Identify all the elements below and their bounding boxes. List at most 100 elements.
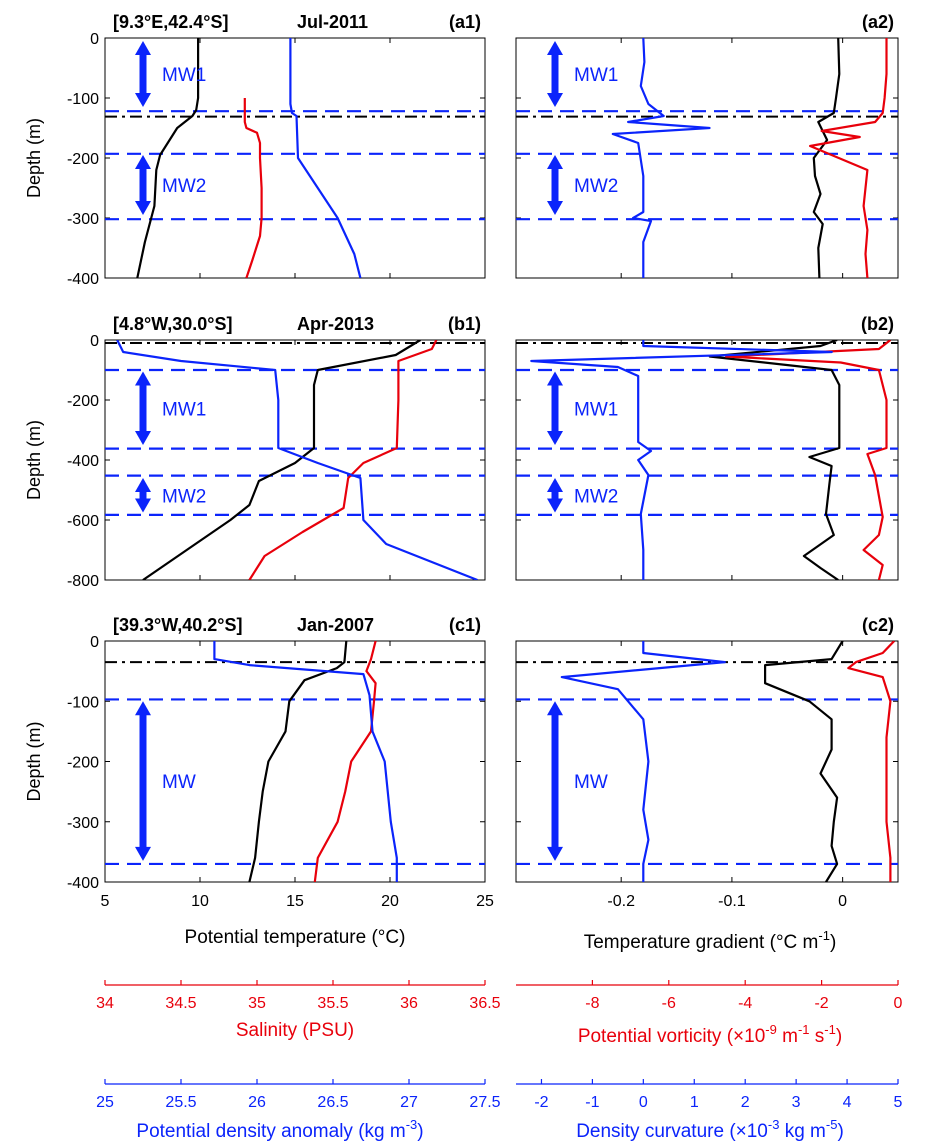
x-tick-label: 10 — [191, 893, 209, 910]
water-mass-arrow-head-up — [547, 701, 563, 716]
y-tick-label: -400 — [67, 453, 99, 470]
y-tick-label: -100 — [67, 694, 99, 711]
curvature-tick-label: 4 — [843, 1094, 852, 1111]
y-tick-label: 0 — [90, 333, 99, 350]
vorticity-tick-label: 0 — [894, 995, 903, 1012]
curvature-tick-label: 0 — [639, 1094, 648, 1111]
water-mass-label: MW2 — [574, 176, 618, 197]
water-mass-label: MW1 — [574, 399, 618, 420]
curvature-tick-label: 1 — [690, 1094, 699, 1111]
curvature-profile-line — [530, 340, 833, 580]
vorticity-profile-line — [847, 641, 895, 882]
gradient-profile-line — [812, 38, 841, 278]
water-mass-label: MW — [162, 772, 196, 793]
panel-tag: (a1) — [449, 12, 481, 32]
x-tick-label: 25 — [476, 893, 494, 910]
salinity-tick-label: 34.5 — [165, 995, 196, 1012]
vorticity-axis-label: Potential vorticity (×10-9 m-1 s-1) — [578, 1022, 842, 1047]
x-tick-label: -0.1 — [718, 893, 746, 910]
panel-plot-area — [516, 38, 898, 278]
panel-plot-area — [105, 340, 485, 580]
y-tick-label: -400 — [67, 875, 99, 892]
vorticity-label-sup1: -9 — [765, 1022, 777, 1037]
y-tick-label: -400 — [67, 271, 99, 288]
panel-tag: (b2) — [861, 314, 894, 334]
water-mass-arrow-head-up — [547, 478, 563, 492]
vorticity-tick-label: -8 — [585, 995, 599, 1012]
gradient-profile-line — [764, 641, 844, 882]
vorticity-label-sup2: -1 — [798, 1022, 810, 1037]
density-label-end: ) — [417, 1121, 423, 1142]
vorticity-tick-label: -4 — [738, 995, 752, 1012]
x-tick-label: 20 — [381, 893, 399, 910]
water-mass-arrow-head-down — [135, 846, 151, 861]
vorticity-axis: -8 -6 -4 -2 0 — [516, 980, 903, 1012]
curvature-label-mid: kg m — [779, 1121, 825, 1142]
water-mass-label: MW1 — [162, 399, 206, 420]
water-mass-arrow-head-up — [547, 155, 563, 169]
curvature-profile-line — [611, 38, 711, 278]
y-axis-label: Depth (m) — [24, 118, 44, 198]
density-label-sup: -3 — [406, 1117, 418, 1132]
plot-frame — [104, 339, 486, 581]
salinity-tick-label: 36 — [400, 995, 418, 1012]
density-tick-label: 25 — [96, 1094, 114, 1111]
density-tick-label: 27 — [400, 1094, 418, 1111]
vorticity-label-sup3: -1 — [824, 1022, 836, 1037]
temperature-profile-line — [136, 38, 200, 278]
panel-date: Apr-2013 — [297, 314, 374, 334]
panel-tag: (b1) — [448, 314, 481, 334]
curvature-profile-line — [560, 641, 726, 882]
panel-date: Jul-2011 — [297, 12, 368, 32]
temperature-axis-label: Potential temperature (°C) — [185, 927, 406, 948]
y-axis-label: Depth (m) — [24, 420, 44, 500]
water-mass-arrow-head-up — [135, 155, 151, 169]
gradient-label-main: Temperature gradient (°C m — [584, 932, 819, 953]
y-axis-label: Depth (m) — [24, 721, 44, 801]
panel-location: [4.8°W,30.0°S] — [113, 314, 232, 334]
vorticity-label-main: Potential vorticity (×10 — [578, 1026, 765, 1047]
water-mass-arrow-head-up — [135, 41, 151, 55]
water-mass-arrow-head-down — [547, 431, 563, 445]
plot-frame — [515, 640, 899, 883]
density-profile-line — [116, 340, 478, 580]
water-mass-arrow-head-down — [547, 846, 563, 861]
temperature-profile-line — [248, 641, 348, 882]
y-tick-label: -800 — [67, 573, 99, 590]
panel-c2: -0.2 -0.1 0 (c2) MW — [515, 615, 899, 910]
curvature-tick-label: 2 — [741, 1094, 750, 1111]
panel-plot-area — [105, 641, 485, 882]
density-tick-label: 26.5 — [317, 1094, 348, 1111]
density-axis-label: Potential density anomaly (kg m-3) — [136, 1117, 423, 1142]
y-tick-label: 0 — [90, 634, 99, 651]
salinity-axis: 34 34.5 35 35.5 36 36.5 — [96, 980, 501, 1012]
curvature-tick-label: -2 — [534, 1094, 548, 1111]
curvature-label-sup2: -5 — [826, 1117, 838, 1132]
water-mass-arrow-head-down — [135, 93, 151, 107]
x-tick-label: 15 — [286, 893, 304, 910]
panel-location: [9.3°E,42.4°S] — [113, 12, 228, 32]
panel-plot-area — [516, 641, 898, 882]
panel-tag: (c1) — [449, 615, 481, 635]
gradient-profile-line — [708, 340, 841, 580]
panel-plot-area — [516, 340, 898, 580]
panel-tag: (a2) — [862, 12, 894, 32]
density-tick-label: 26 — [248, 1094, 266, 1111]
panel-date: Jan-2007 — [297, 615, 374, 635]
vorticity-profile-line — [725, 340, 892, 580]
water-mass-arrow-head-up — [135, 701, 151, 716]
water-mass-arrow-head-down — [547, 201, 563, 215]
density-tick-label: 27.5 — [469, 1094, 500, 1111]
plot-frame — [515, 339, 899, 581]
panel-tag: (c2) — [862, 615, 894, 635]
water-mass-label: MW — [574, 772, 608, 793]
panel-a2: (a2) MW1 MW2 — [515, 12, 899, 279]
plot-frame — [104, 640, 486, 883]
panels-group: 0 -100 -200 -300 -400 Depth (m) [9.3°E,42.4°S]… — [24, 12, 899, 910]
curvature-tick-label: -1 — [585, 1094, 599, 1111]
salinity-tick-label: 35 — [248, 995, 266, 1012]
y-tick-label: -200 — [67, 393, 99, 410]
curvature-axis: -2 -1 0 1 2 3 4 5 — [516, 1079, 903, 1111]
panel-plot-area — [105, 38, 485, 278]
